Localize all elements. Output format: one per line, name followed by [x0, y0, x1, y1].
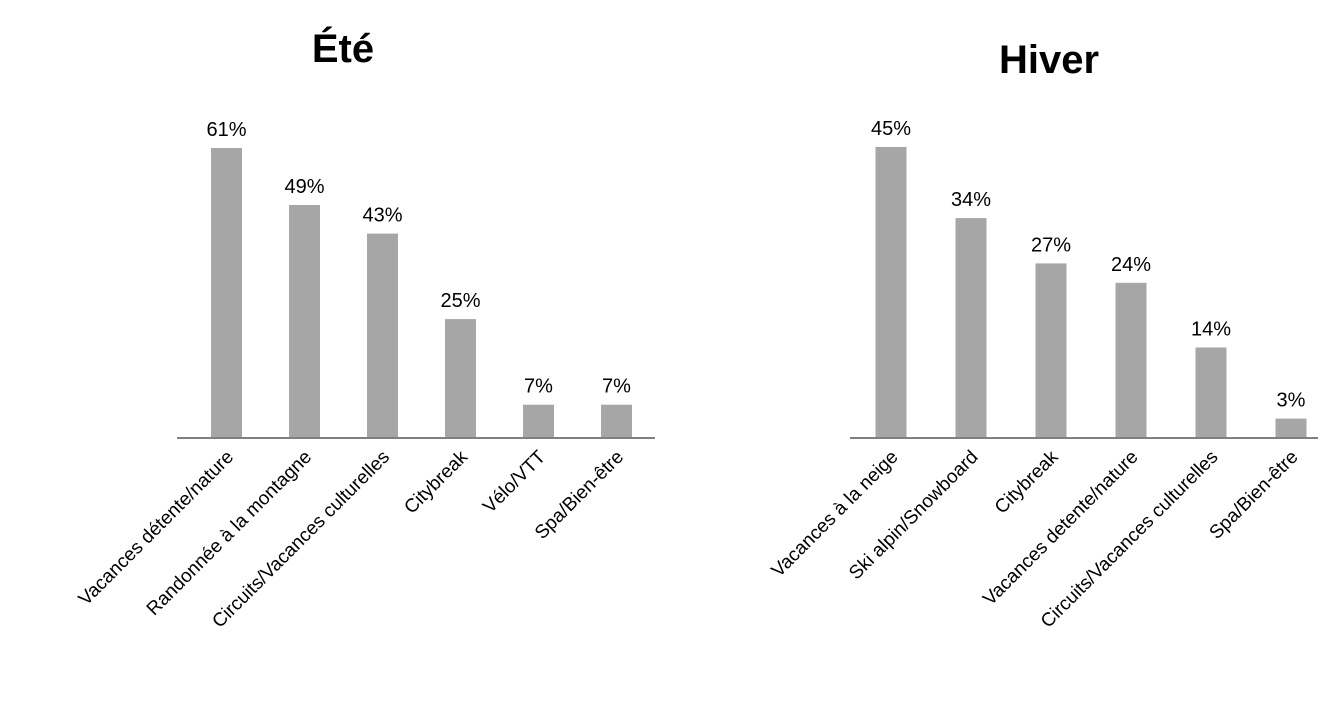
chart-ete: Été 61% Vacances détente/nature 49% Randonn… [75, 26, 655, 632]
chart-hiver: Hiver 45% Vacances à la neige 34% Ski alpin… [660, 0, 1320, 709]
data-label: 45% [871, 118, 911, 140]
data-label: 49% [284, 176, 324, 198]
bar [289, 205, 320, 438]
bar [211, 148, 242, 438]
data-label: 7% [602, 376, 631, 398]
chart-title: Été [312, 26, 374, 71]
data-label: 3% [1277, 390, 1306, 412]
bar [875, 147, 907, 438]
data-label: 25% [440, 290, 480, 312]
bar [367, 233, 398, 438]
chart-ete-svg: Été 61% Vacances détente/nature 49% Randonn… [75, 26, 655, 632]
chart-title: Hiver [999, 38, 1099, 82]
bar [1115, 282, 1147, 438]
category-label: Citybreak [991, 446, 1063, 518]
data-label: 61% [206, 119, 246, 141]
bar [445, 319, 476, 438]
bar [1275, 418, 1307, 438]
bar [601, 404, 632, 438]
data-label: 7% [524, 376, 553, 398]
data-label: 24% [1111, 254, 1151, 276]
bar [1035, 263, 1067, 438]
bar [1195, 347, 1227, 438]
bar [955, 218, 987, 438]
bar [523, 404, 554, 438]
category-label: Vacances détente/nature [75, 447, 238, 610]
data-label: 43% [362, 205, 402, 227]
data-label: 27% [1031, 234, 1071, 256]
category-label: Randonnée à la montagne [143, 447, 316, 620]
data-label: 14% [1191, 319, 1231, 341]
data-label: 34% [951, 189, 991, 211]
category-label: Citybreak [400, 446, 472, 518]
category-label: Vélo/VTT [479, 446, 550, 517]
category-label: Circuits/Vacances culturelles [1037, 447, 1223, 633]
category-label: Vacances detente/nature [979, 447, 1142, 610]
